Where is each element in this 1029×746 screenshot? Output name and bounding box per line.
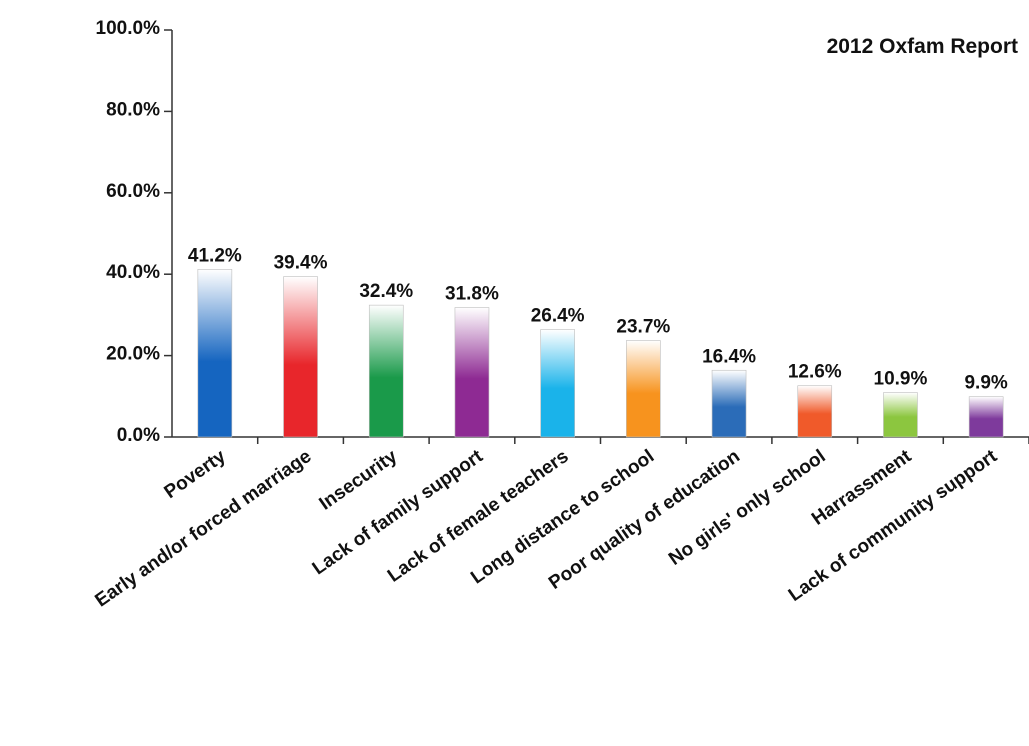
y-axis: 0.0% 20.0% 40.0% 60.0% 80.0% 100.0% <box>96 18 172 446</box>
y-tick-label: 40.0% <box>106 262 160 283</box>
category-label: No girls' only school <box>665 446 829 570</box>
bar <box>968 396 1004 438</box>
data-label: 23.7% <box>616 317 670 338</box>
data-label: 31.8% <box>445 284 499 305</box>
data-label: 26.4% <box>531 306 585 327</box>
data-label: 12.6% <box>788 362 842 383</box>
y-tick-label: 80.0% <box>106 99 160 120</box>
y-tick-label: 20.0% <box>106 344 160 365</box>
bar <box>711 369 747 438</box>
data-label: 16.4% <box>702 346 756 367</box>
data-label: 32.4% <box>359 281 413 302</box>
category-label: Poverty <box>161 446 230 503</box>
bars <box>197 269 1004 438</box>
bar <box>197 269 233 438</box>
data-label: 41.2% <box>188 245 242 266</box>
bar <box>883 392 918 438</box>
bar <box>540 329 575 438</box>
chart-title: 2012 Oxfam Report <box>827 35 1018 58</box>
data-labels: 41.2% 39.4% 32.4% 31.8% 26.4% 23.7% 16.4% 12.6%… <box>188 245 1008 393</box>
bar <box>454 307 490 438</box>
category-label: Insecurity <box>316 446 402 515</box>
data-label: 39.4% <box>274 253 328 274</box>
y-tick-label: 100.0% <box>96 18 161 39</box>
y-tick-label: 60.0% <box>106 181 160 202</box>
y-tick-label: 0.0% <box>117 425 160 446</box>
data-label: 9.9% <box>964 373 1007 394</box>
data-label: 10.9% <box>874 369 928 390</box>
bar <box>283 276 318 438</box>
bar <box>368 304 404 438</box>
bar <box>797 385 833 438</box>
bar <box>626 340 661 438</box>
